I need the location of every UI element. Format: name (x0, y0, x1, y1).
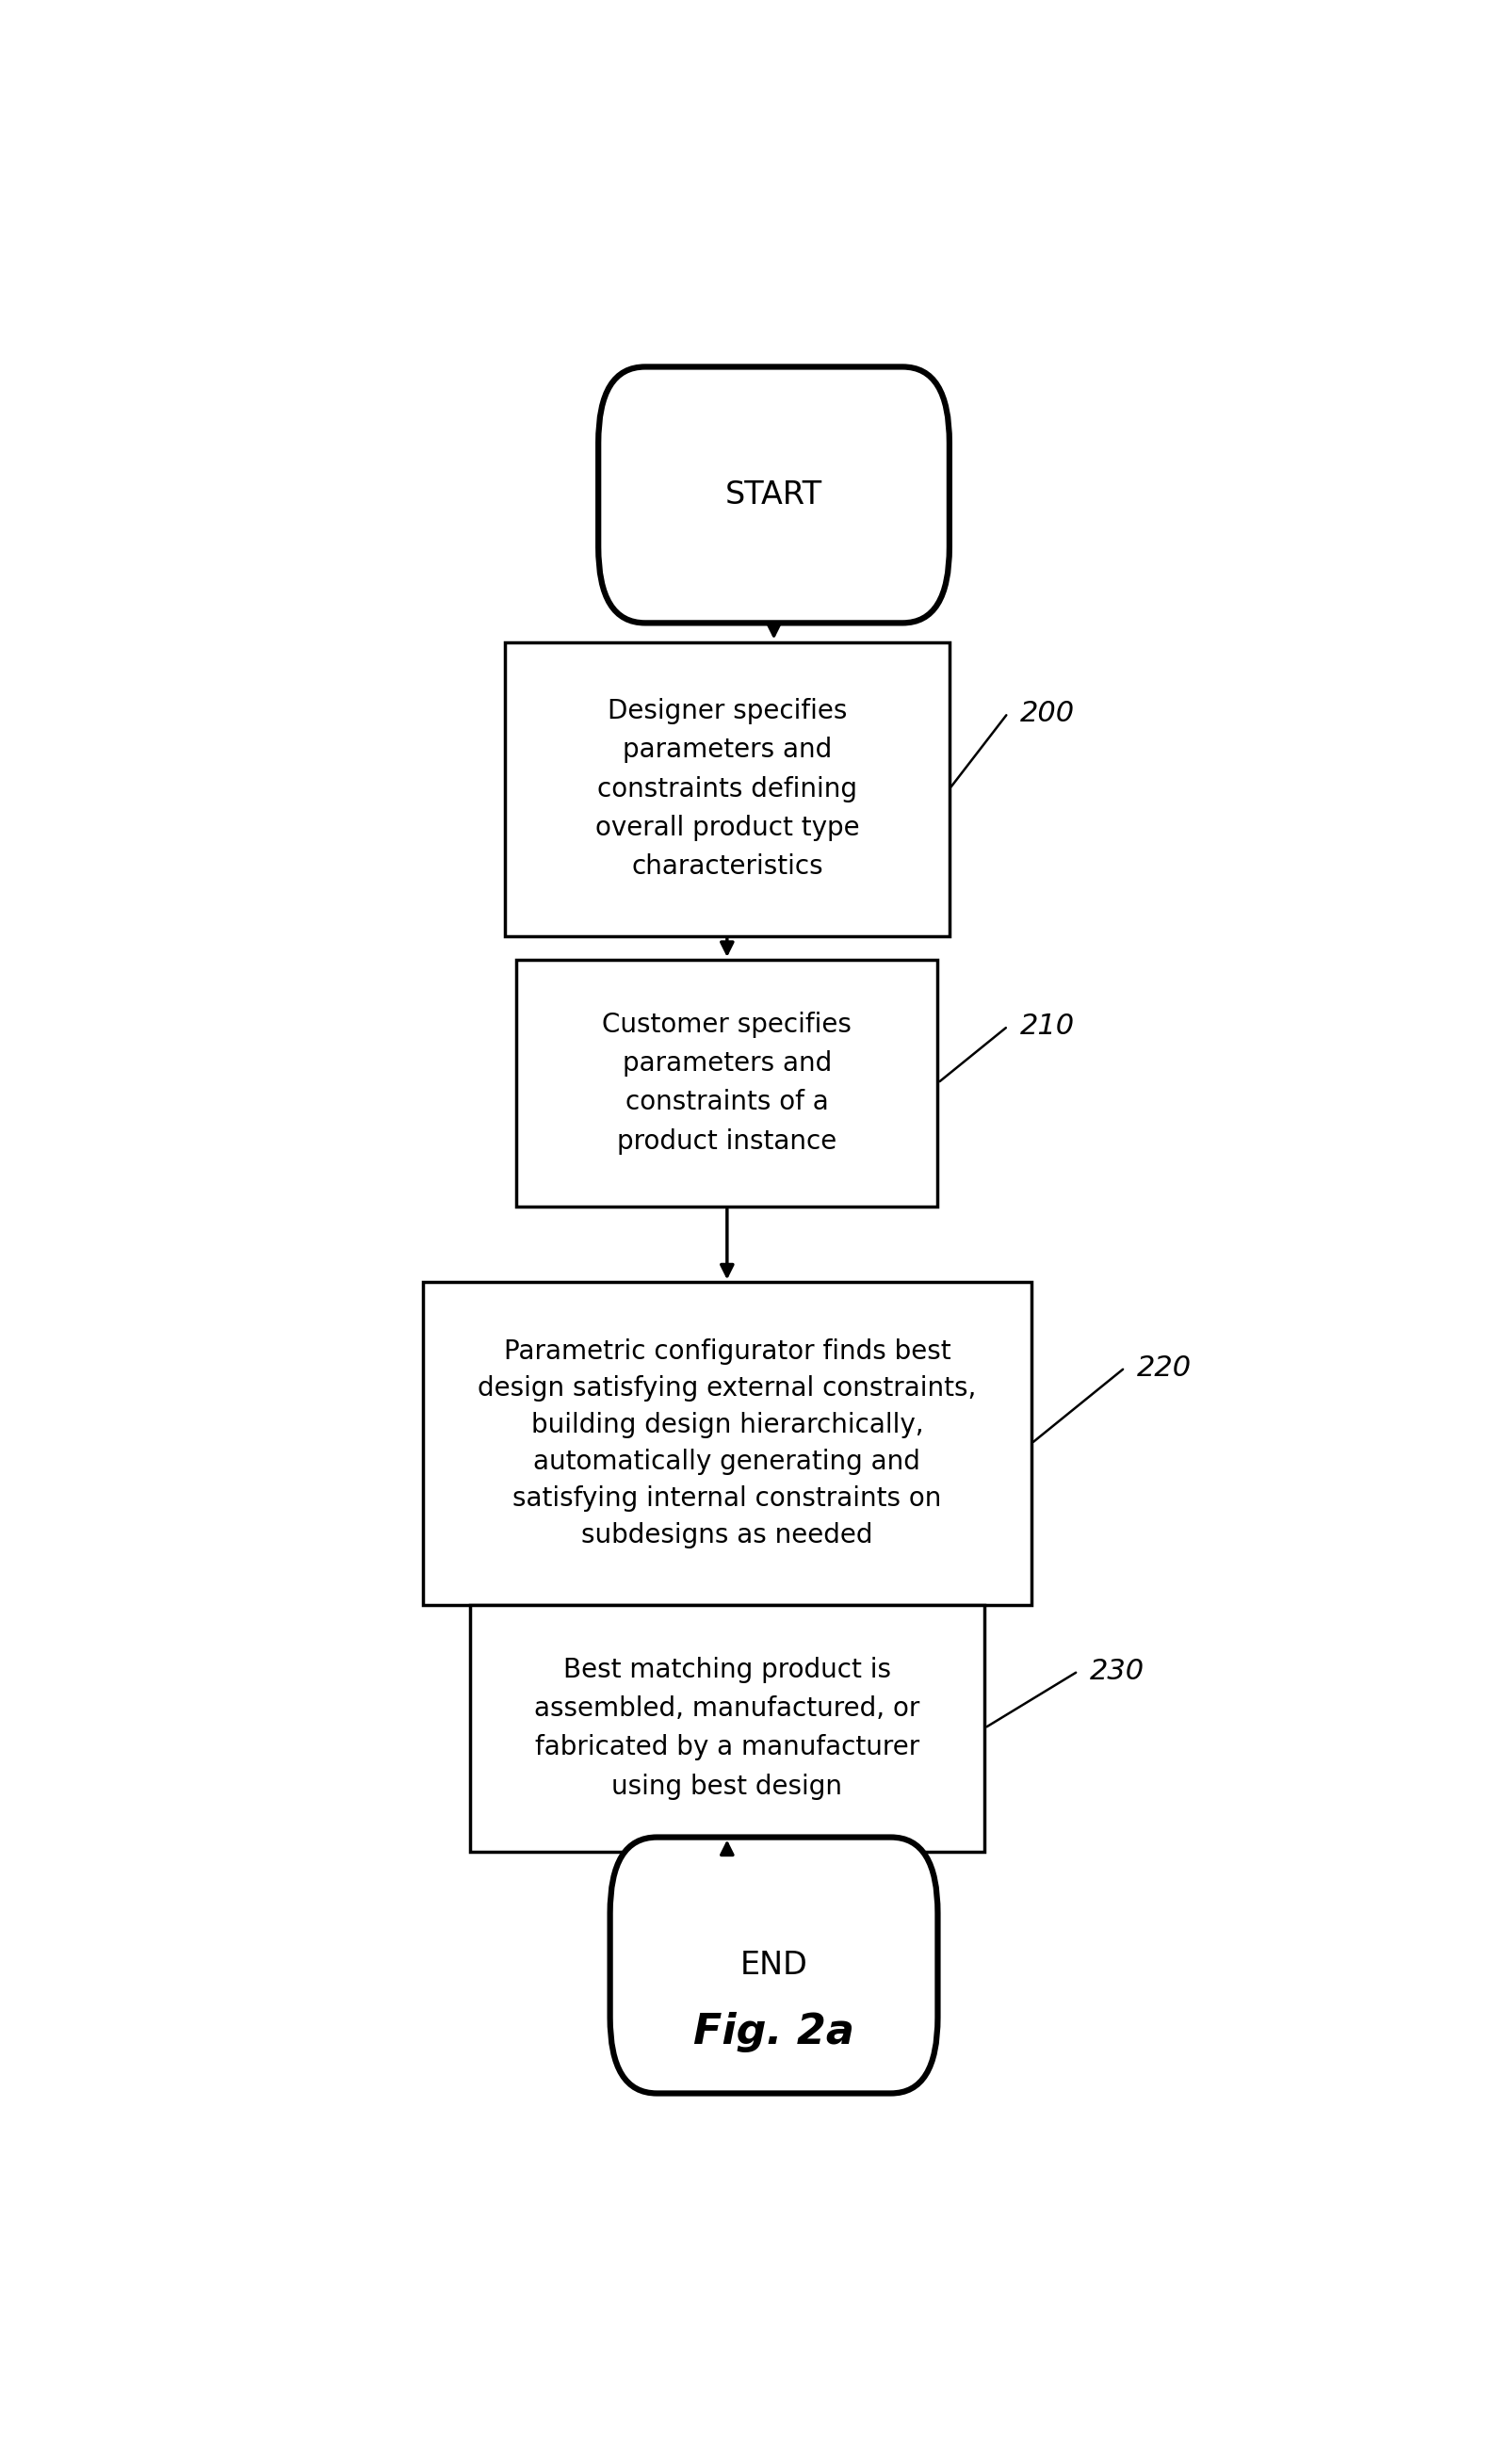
Text: Parametric configurator finds best
design satisfying external constraints,
build: Parametric configurator finds best desig… (477, 1338, 977, 1547)
Text: Designer specifies
parameters and
constraints defining
overall product type
char: Designer specifies parameters and constr… (595, 697, 859, 880)
Text: END: END (740, 1949, 808, 1981)
Text: 220: 220 (1137, 1355, 1191, 1382)
FancyBboxPatch shape (610, 1838, 938, 2094)
Bar (470, 1604, 985, 1850)
Bar (423, 1281, 1031, 1604)
Text: 230: 230 (1090, 1658, 1145, 1685)
Text: 200: 200 (1019, 700, 1075, 727)
Text: Fig. 2a: Fig. 2a (693, 2011, 855, 2053)
Text: Best matching product is
assembled, manufactured, or
fabricated by a manufacture: Best matching product is assembled, manu… (535, 1656, 920, 1799)
Text: START: START (725, 480, 823, 510)
Bar (504, 643, 950, 936)
FancyBboxPatch shape (598, 367, 950, 623)
Bar (516, 958, 938, 1207)
Text: Customer specifies
parameters and
constraints of a
product instance: Customer specifies parameters and constr… (602, 1013, 852, 1156)
Text: 210: 210 (1019, 1013, 1075, 1040)
